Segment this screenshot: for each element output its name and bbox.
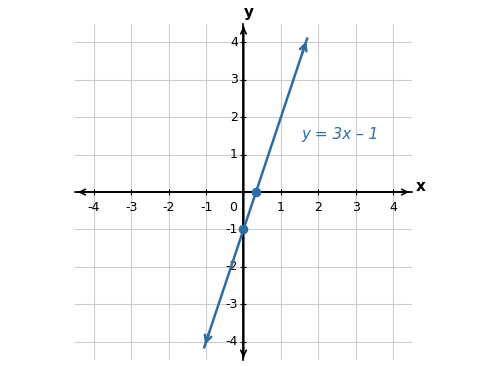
Text: 3: 3 — [230, 73, 238, 86]
Text: 2: 2 — [230, 111, 238, 124]
Point — [252, 189, 260, 195]
Text: 1: 1 — [230, 148, 238, 161]
Point — [240, 227, 247, 232]
Text: 0: 0 — [229, 201, 237, 214]
Text: y = 3x – 1: y = 3x – 1 — [301, 127, 379, 142]
Text: 1: 1 — [277, 201, 285, 214]
Text: -1: -1 — [225, 223, 238, 236]
Text: -1: -1 — [200, 201, 212, 214]
Text: 4: 4 — [389, 201, 397, 214]
Text: 2: 2 — [315, 201, 322, 214]
Text: -4: -4 — [88, 201, 100, 214]
Text: x: x — [415, 179, 426, 194]
Text: 4: 4 — [230, 36, 238, 49]
Text: 3: 3 — [352, 201, 360, 214]
Text: -2: -2 — [225, 260, 238, 273]
Text: -3: -3 — [225, 298, 238, 311]
Text: -4: -4 — [225, 335, 238, 348]
Text: -2: -2 — [163, 201, 175, 214]
Text: -3: -3 — [125, 201, 137, 214]
Text: y: y — [244, 5, 254, 20]
